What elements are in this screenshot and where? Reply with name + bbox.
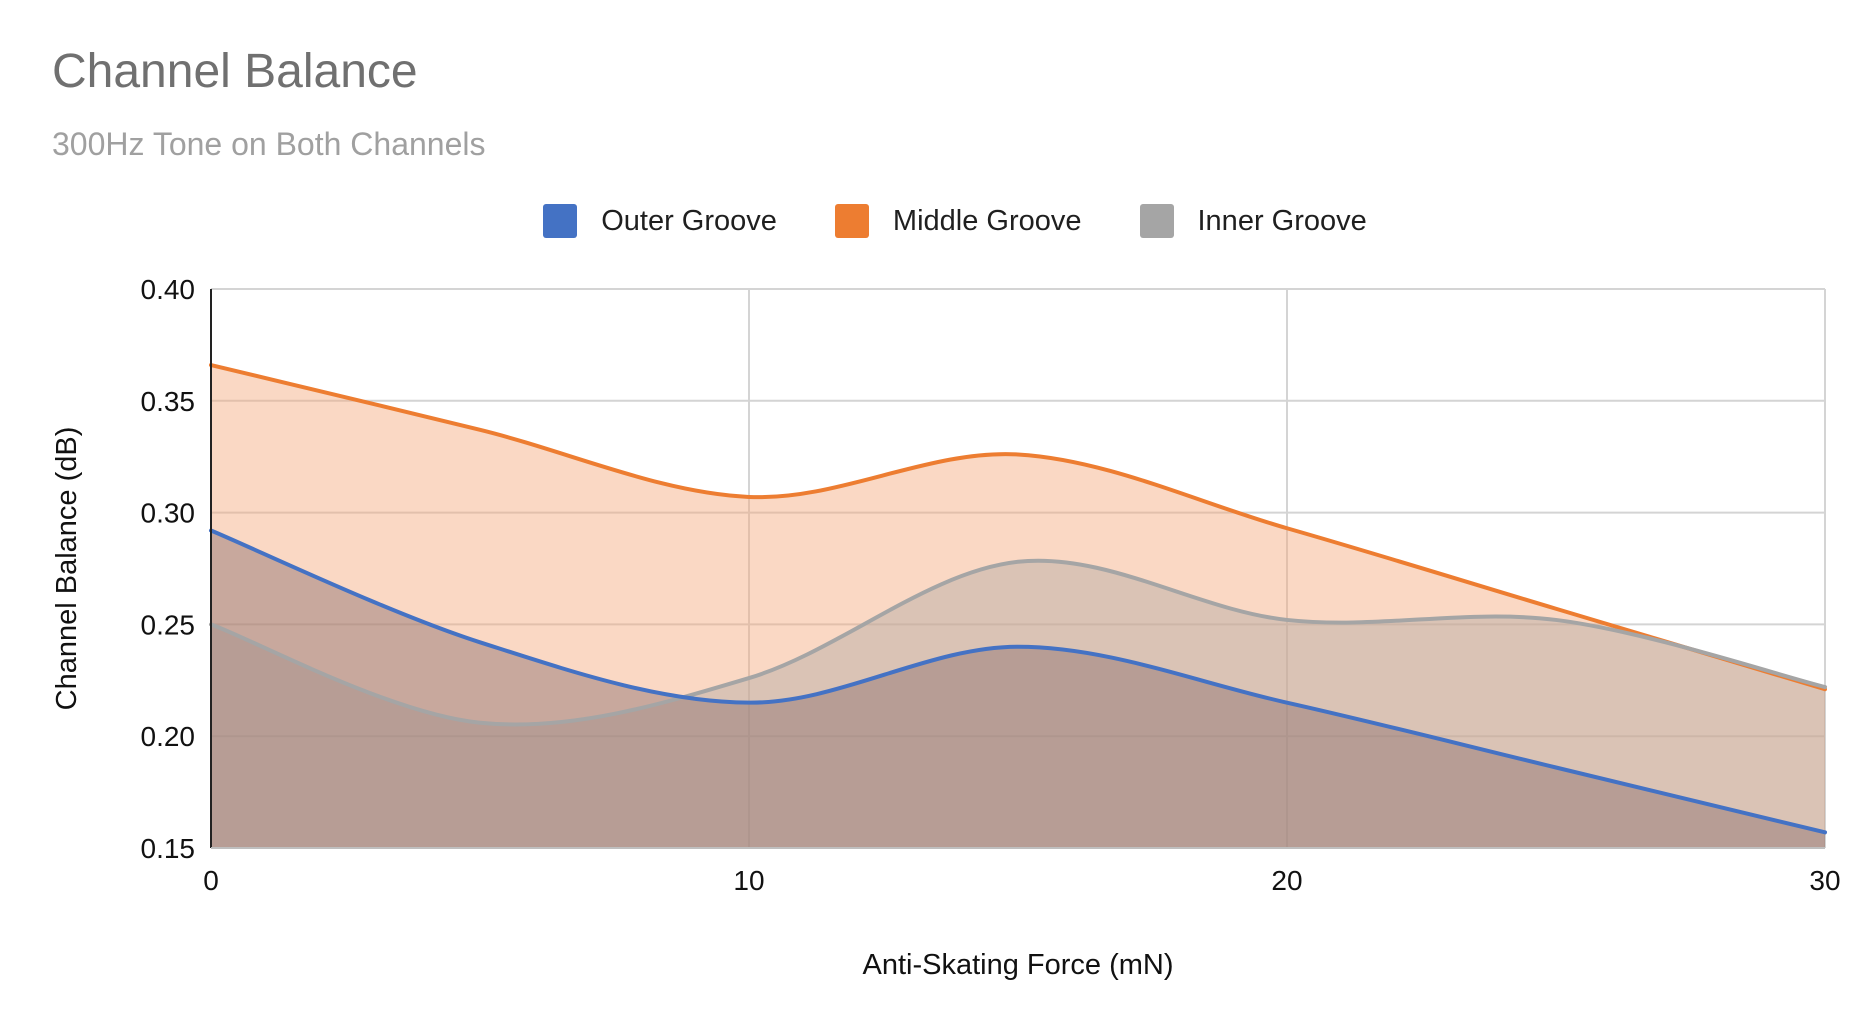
series-areas [211, 365, 1825, 848]
legend-item-inner-groove: Inner Groove [1139, 204, 1367, 238]
chart-title: Channel Balance [52, 45, 418, 98]
legend-item-middle-groove: Middle Groove [834, 204, 1082, 238]
legend-swatch-middle-groove [834, 204, 869, 238]
x-axis-title: Anti-Skating Force (mN) [862, 949, 1173, 981]
x-tick-label-2: 20 [1271, 865, 1302, 896]
y-tick-label-4: 0.35 [141, 386, 196, 417]
chart-subtitle: 300Hz Tone on Both Channels [52, 126, 486, 162]
legend-item-outer-groove: Outer Groove [543, 204, 777, 238]
y-tick-label-1: 0.20 [141, 721, 196, 752]
y-tick-label-0: 0.15 [141, 833, 196, 864]
legend-label-inner-groove: Inner Groove [1197, 204, 1367, 237]
tick-labels: 0.15 0.20 0.25 0.30 0.35 0.40 0 10 20 30 [141, 274, 1841, 896]
area-middle-groove [211, 365, 1825, 848]
legend-swatch-outer-groove [543, 204, 578, 238]
x-tick-label-3: 30 [1809, 865, 1840, 896]
area-inner-groove [211, 560, 1825, 848]
area-outer-groove [211, 530, 1825, 848]
legend-label-middle-groove: Middle Groove [892, 204, 1082, 237]
legend-label-outer-groove: Outer Groove [601, 204, 777, 237]
y-tick-label-2: 0.25 [141, 609, 196, 640]
series-lines [209, 363, 1827, 835]
line-middle-groove [209, 363, 1827, 692]
y-tick-label-5: 0.40 [141, 274, 196, 305]
line-inner-groove [209, 558, 1827, 727]
legend: Outer Groove Middle Groove Inner Groove [0, 198, 1870, 244]
y-axis-title: Channel Balance (dB) [51, 427, 83, 711]
line-outer-groove [209, 528, 1827, 835]
x-tick-label-1: 10 [733, 865, 764, 896]
x-tick-label-0: 0 [203, 865, 219, 896]
axes [210, 289, 1825, 849]
y-tick-label-3: 0.30 [141, 498, 196, 529]
legend-swatch-inner-groove [1139, 204, 1174, 238]
